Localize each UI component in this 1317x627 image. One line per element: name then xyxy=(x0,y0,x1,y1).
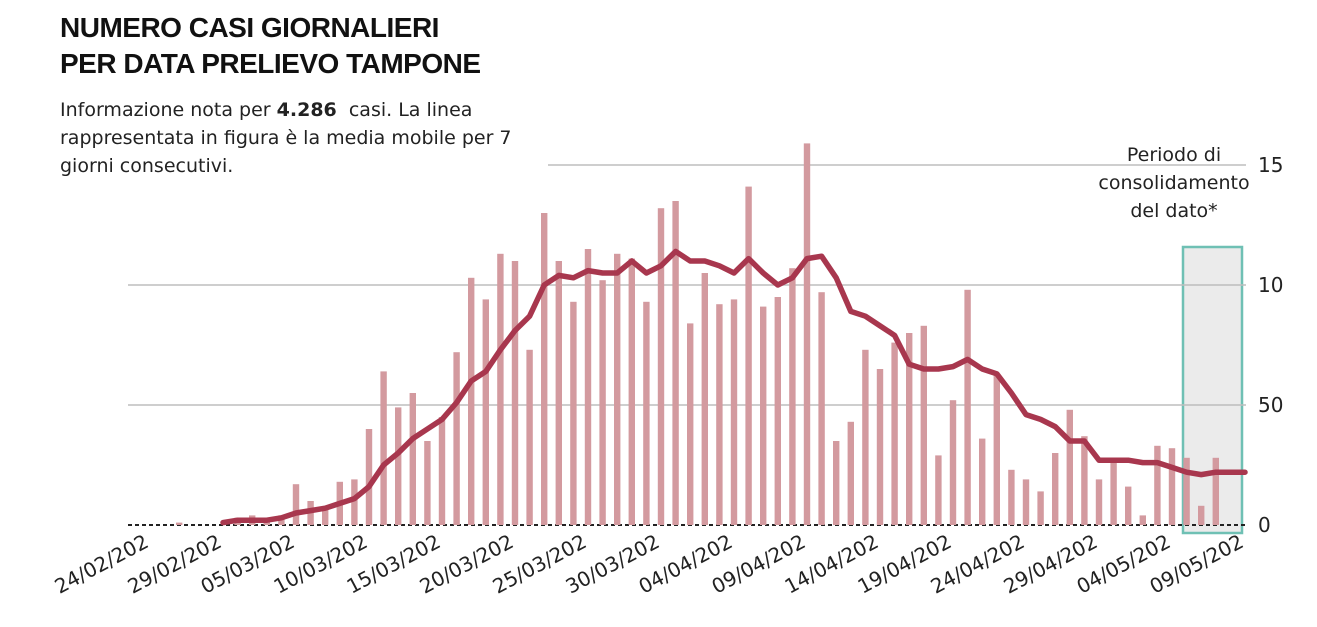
bar xyxy=(920,325,927,525)
bar xyxy=(409,393,416,525)
subtitle-bold: 4.286 xyxy=(276,99,337,121)
annotation: consolidamento xyxy=(1098,172,1249,194)
bar xyxy=(1110,462,1117,525)
bar xyxy=(1183,457,1190,525)
annotation: del dato* xyxy=(1130,200,1217,222)
bar xyxy=(511,261,519,525)
bar xyxy=(949,400,957,525)
consolidation-box xyxy=(1181,245,1244,535)
subtitle-text: casi. La linea rappresentata in figura è… xyxy=(60,99,512,177)
bar xyxy=(1008,469,1015,525)
bar xyxy=(176,522,183,525)
bar xyxy=(1095,479,1103,525)
bar xyxy=(876,369,884,525)
bar xyxy=(453,352,460,525)
bar xyxy=(979,438,986,525)
bar xyxy=(687,323,694,525)
bar xyxy=(716,304,723,525)
subtitle: Informazione nota per 4.286 casi. La lin… xyxy=(60,96,550,180)
bar xyxy=(803,143,811,525)
bar xyxy=(380,371,387,525)
bar xyxy=(1198,505,1205,525)
bar xyxy=(847,421,854,525)
bar xyxy=(541,213,548,525)
bar xyxy=(1139,515,1146,525)
bar xyxy=(1154,445,1161,525)
subtitle-text: Informazione nota per xyxy=(60,99,271,121)
bar xyxy=(424,441,431,525)
bar xyxy=(672,201,679,525)
bar xyxy=(701,273,708,525)
bar xyxy=(964,289,971,525)
bar xyxy=(833,441,840,525)
bar xyxy=(351,479,358,525)
bar xyxy=(730,299,738,525)
bar xyxy=(906,333,913,525)
bar xyxy=(292,484,300,525)
bar xyxy=(789,268,796,525)
bar xyxy=(1066,409,1073,525)
bar xyxy=(570,301,577,525)
bar xyxy=(1037,491,1044,525)
bar xyxy=(993,373,1000,525)
y-tick-label: 0 xyxy=(1258,513,1271,537)
bar xyxy=(322,508,329,525)
bar xyxy=(1022,479,1030,525)
moving-average-line xyxy=(220,248,1248,526)
bar xyxy=(1212,457,1219,525)
bar xyxy=(555,261,562,525)
y-tick-label: 50 xyxy=(1258,393,1283,417)
title-line: NUMERO CASI GIORNALIERI xyxy=(60,12,439,43)
bar xyxy=(468,277,475,525)
bar xyxy=(1168,448,1176,525)
bar xyxy=(395,407,402,525)
bar xyxy=(657,208,665,525)
y-tick-label: 15 xyxy=(1258,153,1283,177)
chart-title: NUMERO CASI GIORNALIERI PER DATA PRELIEVO… xyxy=(60,10,481,82)
bar xyxy=(643,301,650,525)
bar xyxy=(628,258,635,525)
bar xyxy=(526,349,533,525)
bar xyxy=(1052,453,1059,525)
y-tick-label: 10 xyxy=(1258,273,1283,297)
bar xyxy=(1081,436,1088,525)
bar xyxy=(862,349,869,525)
bar xyxy=(1125,486,1132,525)
bar xyxy=(584,249,592,525)
bar xyxy=(774,297,781,525)
bar xyxy=(935,455,942,525)
bar xyxy=(891,342,898,525)
bar xyxy=(614,253,621,526)
bar xyxy=(760,306,767,525)
bar xyxy=(438,417,446,525)
bar xyxy=(365,429,373,525)
bar xyxy=(482,299,489,525)
bar xyxy=(818,292,825,525)
annotation: Periodo di xyxy=(1127,144,1221,166)
title-line: PER DATA PRELIEVO TAMPONE xyxy=(60,48,481,79)
bar xyxy=(745,186,752,525)
bar xyxy=(599,280,606,525)
bar xyxy=(497,253,504,526)
